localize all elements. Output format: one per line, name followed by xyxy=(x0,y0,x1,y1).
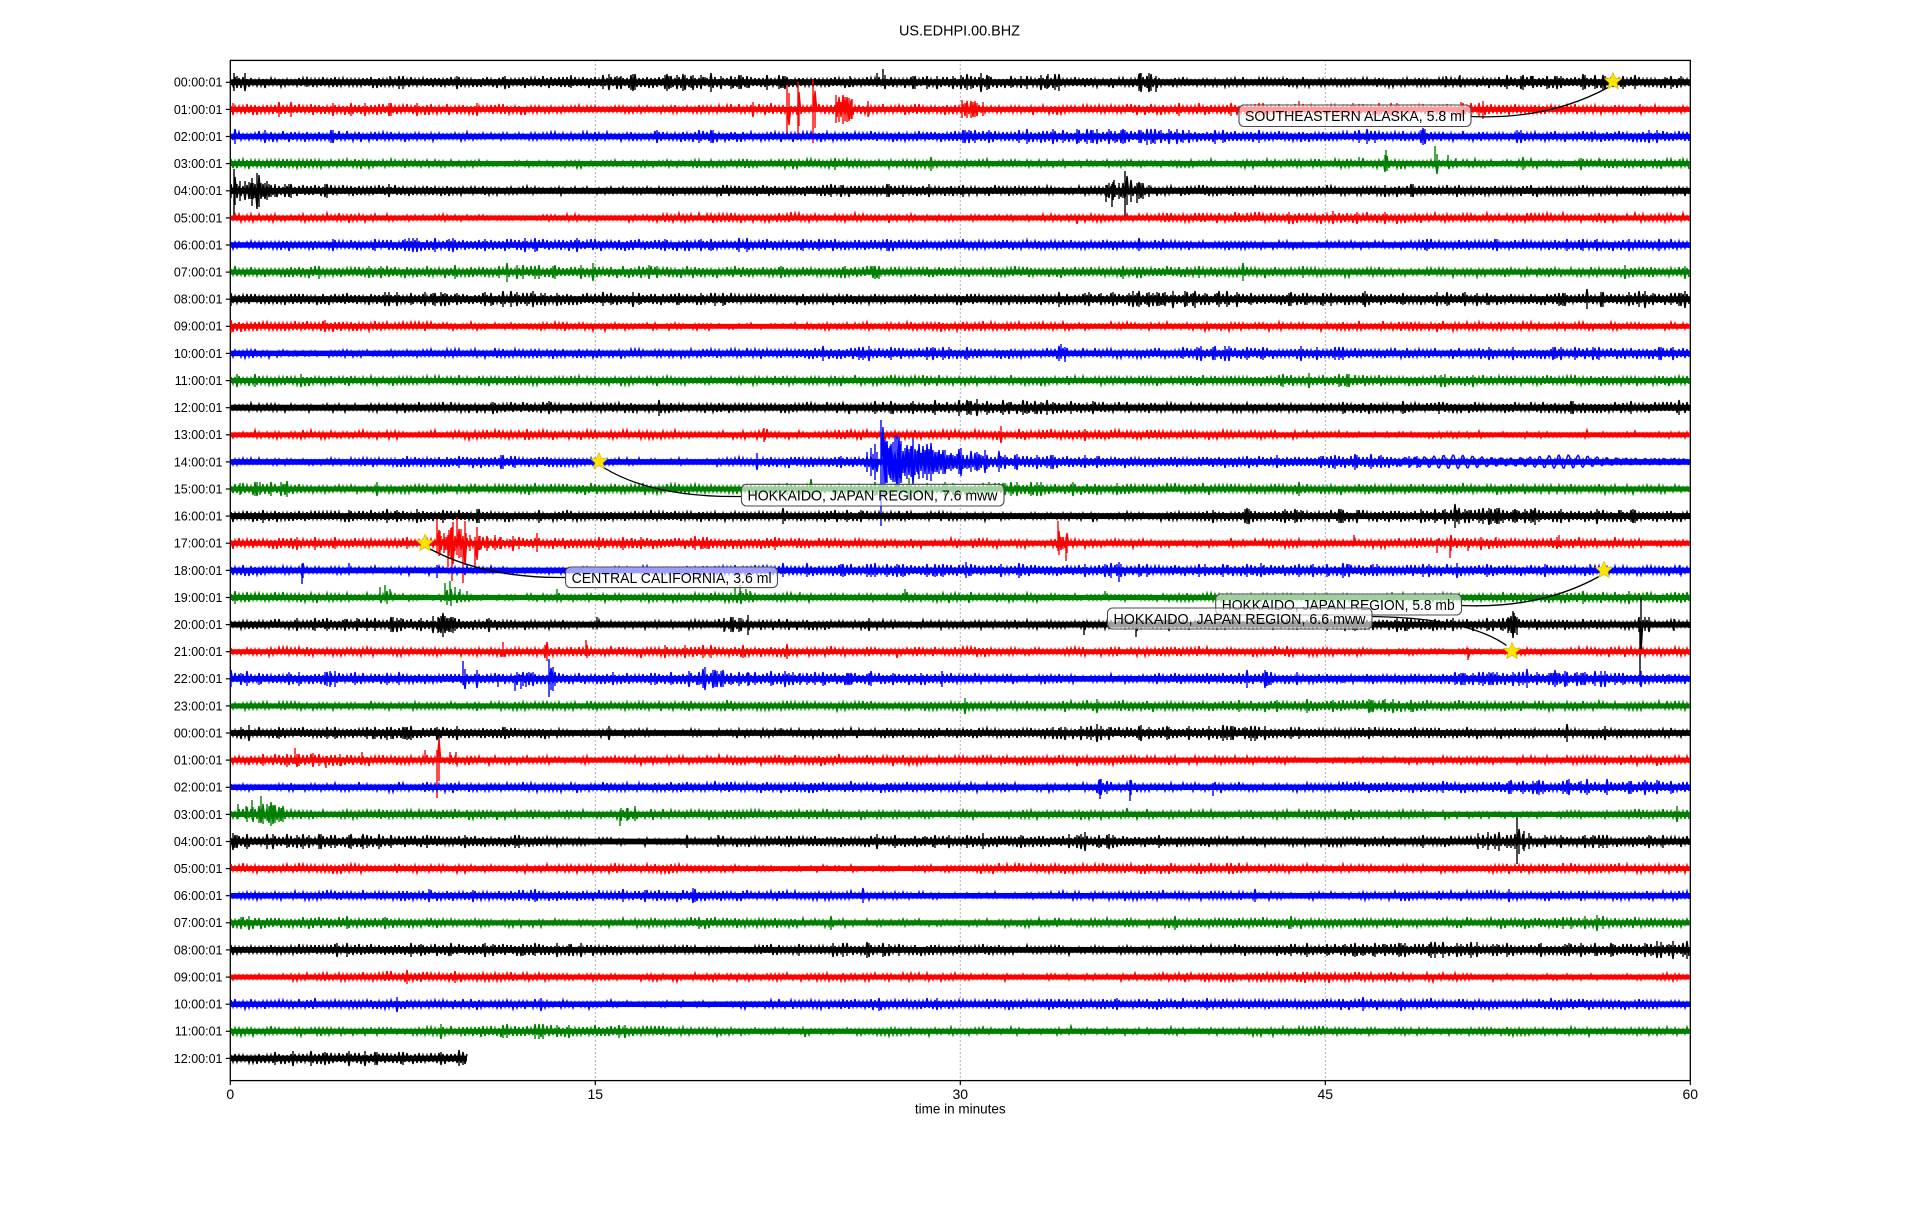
svg-text:HOKKAIDO, JAPAN REGION, 7.6 mw: HOKKAIDO, JAPAN REGION, 7.6 mww xyxy=(748,487,998,504)
svg-text:18:00:01: 18:00:01 xyxy=(174,564,223,578)
svg-text:17:00:01: 17:00:01 xyxy=(174,537,223,551)
svg-text:08:00:01: 08:00:01 xyxy=(174,293,223,307)
svg-text:14:00:01: 14:00:01 xyxy=(174,455,223,469)
svg-text:12:00:01: 12:00:01 xyxy=(174,401,223,415)
svg-text:time in minutes: time in minutes xyxy=(915,1102,1006,1117)
svg-text:07:00:01: 07:00:01 xyxy=(174,916,223,930)
svg-text:CENTRAL CALIFORNIA, 3.6 ml: CENTRAL CALIFORNIA, 3.6 ml xyxy=(572,570,772,587)
svg-text:06:00:01: 06:00:01 xyxy=(174,889,223,903)
svg-text:19:00:01: 19:00:01 xyxy=(174,591,223,605)
svg-text:60: 60 xyxy=(1683,1086,1699,1102)
svg-text:01:00:01: 01:00:01 xyxy=(174,103,223,117)
svg-text:09:00:01: 09:00:01 xyxy=(174,971,223,985)
svg-text:20:00:01: 20:00:01 xyxy=(174,618,223,632)
svg-text:02:00:01: 02:00:01 xyxy=(174,130,223,144)
svg-text:08:00:01: 08:00:01 xyxy=(174,943,223,957)
svg-text:10:00:01: 10:00:01 xyxy=(174,347,223,361)
svg-text:0: 0 xyxy=(226,1086,234,1102)
svg-text:US.EDHPI.00.BHZ: US.EDHPI.00.BHZ xyxy=(899,23,1020,40)
svg-text:06:00:01: 06:00:01 xyxy=(174,238,223,252)
svg-text:05:00:01: 05:00:01 xyxy=(174,862,223,876)
svg-text:09:00:01: 09:00:01 xyxy=(174,320,223,334)
svg-text:22:00:01: 22:00:01 xyxy=(174,672,223,686)
svg-text:00:00:01: 00:00:01 xyxy=(174,726,223,740)
svg-text:03:00:01: 03:00:01 xyxy=(174,808,223,822)
svg-text:HOKKAIDO, JAPAN REGION, 6.6 mw: HOKKAIDO, JAPAN REGION, 6.6 mww xyxy=(1114,611,1366,628)
svg-text:05:00:01: 05:00:01 xyxy=(174,211,223,225)
svg-text:01:00:01: 01:00:01 xyxy=(174,754,223,768)
svg-text:00:00:01: 00:00:01 xyxy=(174,76,223,90)
svg-text:04:00:01: 04:00:01 xyxy=(174,835,223,849)
svg-text:04:00:01: 04:00:01 xyxy=(174,184,223,198)
svg-text:13:00:01: 13:00:01 xyxy=(174,428,223,442)
svg-text:15:00:01: 15:00:01 xyxy=(174,482,223,496)
svg-text:10:00:01: 10:00:01 xyxy=(174,998,223,1012)
svg-text:11:00:01: 11:00:01 xyxy=(175,1025,223,1039)
svg-text:23:00:01: 23:00:01 xyxy=(174,699,223,713)
svg-text:12:00:01: 12:00:01 xyxy=(174,1052,223,1066)
svg-text:16:00:01: 16:00:01 xyxy=(174,510,223,524)
svg-text:SOUTHEASTERN ALASKA, 5.8 ml: SOUTHEASTERN ALASKA, 5.8 ml xyxy=(1245,108,1465,125)
svg-text:21:00:01: 21:00:01 xyxy=(174,645,223,659)
svg-text:03:00:01: 03:00:01 xyxy=(174,157,223,171)
svg-text:07:00:01: 07:00:01 xyxy=(174,266,223,280)
svg-text:45: 45 xyxy=(1318,1086,1334,1102)
svg-text:02:00:01: 02:00:01 xyxy=(174,781,223,795)
svg-text:11:00:01: 11:00:01 xyxy=(175,374,223,388)
svg-text:15: 15 xyxy=(588,1086,604,1102)
svg-text:30: 30 xyxy=(953,1086,969,1102)
